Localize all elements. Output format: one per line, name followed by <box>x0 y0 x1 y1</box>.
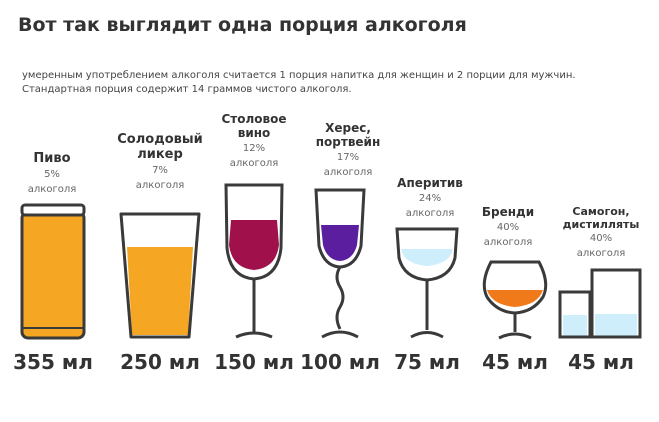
malt-liquor-percent: 7% <box>152 164 168 176</box>
spirits-percent: 40% <box>589 233 613 245</box>
table-wine-percent: 12% <box>242 142 266 154</box>
brandy-snifter-icon <box>482 260 548 340</box>
beer-name: Пиво <box>33 151 71 166</box>
malt-liquor-name-1: Солодовый <box>117 132 203 147</box>
aperitif-glass-icon <box>395 227 459 339</box>
sherry-port-alcohol-label: алкоголя <box>323 166 373 178</box>
spirits-alcohol-label: алкоголя <box>576 248 626 260</box>
intro-line-2: Стандартная порция содержит 14 граммов ч… <box>22 84 352 95</box>
malt-liquor-name-2: ликер <box>137 146 183 162</box>
spirits-name-2: дистилляты <box>562 217 640 231</box>
beer-percent: 5% <box>44 168 60 180</box>
sherry-port-name-2: портвейн <box>315 134 381 149</box>
aperitif-percent: 24% <box>418 192 442 204</box>
volume-spirits: 45 мл <box>568 350 634 374</box>
volume-brandy: 45 мл <box>482 350 548 374</box>
wine-glass-icon <box>224 183 284 339</box>
beer-can-icon <box>20 203 86 340</box>
volume-table-wine: 150 мл <box>214 350 294 374</box>
volume-beer: 355 мл <box>13 350 93 374</box>
beer-alcohol-label: алкоголя <box>27 183 77 195</box>
page-title: Вот так выглядит одна порция алкоголя <box>18 14 467 36</box>
table-wine-name-2: вино <box>237 125 271 140</box>
volume-aperitif: 75 мл <box>394 350 460 374</box>
pint-glass-icon <box>119 212 201 339</box>
label-spirits: Самогон, дистилляты 40% алкоголя <box>558 205 644 261</box>
brandy-percent: 40% <box>496 221 520 233</box>
brandy-name: Бренди <box>481 205 535 219</box>
label-sherry-port: Херес, портвейн 17% алкоголя <box>308 121 388 180</box>
label-malt-liquor: Солодовый ликер 7% алкоголя <box>115 132 205 193</box>
label-aperitif: Аперитив 24% алкоголя <box>392 176 468 221</box>
table-wine-alcohol-label: алкоголя <box>229 157 279 169</box>
brandy-alcohol-label: алкоголя <box>483 236 533 248</box>
shot-glass-icon <box>558 290 592 339</box>
malt-liquor-alcohol-label: алкоголя <box>135 179 185 191</box>
sherry-port-percent: 17% <box>336 151 360 163</box>
label-beer: Пиво 5% алкоголя <box>22 151 82 197</box>
volume-sherry-port: 100 мл <box>300 350 380 374</box>
sherry-port-name-1: Херес, <box>325 121 371 135</box>
intro-line-1: умеренным употреблением алкоголя считает… <box>22 70 576 81</box>
rocks-glass-icon <box>590 268 642 339</box>
label-table-wine: Столовое вино 12% алкоголя <box>218 112 290 171</box>
volume-malt-liquor: 250 мл <box>120 350 200 374</box>
label-brandy: Бренди 40% алкоголя <box>476 205 540 250</box>
sherry-glass-icon <box>314 188 366 339</box>
aperitif-alcohol-label: алкоголя <box>405 207 455 219</box>
aperitif-name: Аперитив <box>397 176 463 190</box>
table-wine-name-1: Столовое <box>221 112 287 126</box>
spirits-name-1: Самогон, <box>572 205 630 218</box>
